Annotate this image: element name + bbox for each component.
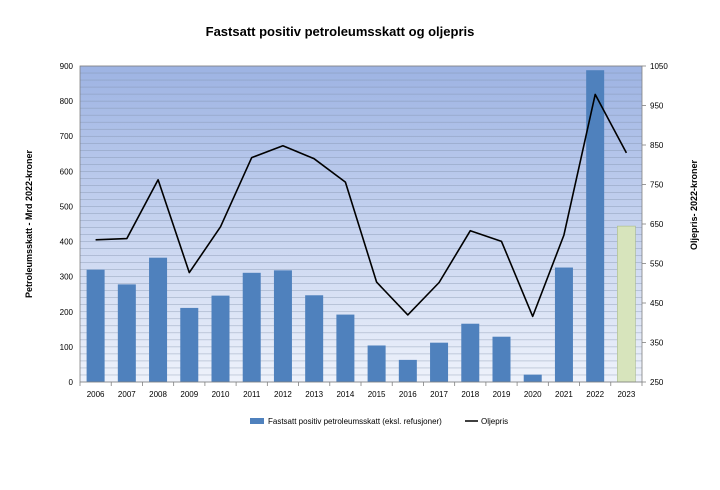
bar-2010: [211, 295, 230, 382]
right-axis-label: Oljepris- 2022-kroner: [689, 159, 699, 250]
bar-2018: [461, 323, 480, 382]
legend: Fastsatt positiv petroleumsskatt (eksl. …: [250, 417, 508, 426]
bar-2016: [398, 359, 417, 382]
left-tick-label: 100: [60, 343, 74, 352]
left-tick-label: 0: [69, 378, 74, 387]
x-tick-label: 2021: [555, 390, 573, 399]
left-tick-label: 300: [60, 273, 74, 282]
bar-2021: [554, 267, 573, 382]
x-tick-label: 2006: [87, 390, 105, 399]
left-tick-label: 500: [60, 202, 74, 211]
legend-label-bar: Fastsatt positiv petroleumsskatt (eksl. …: [268, 417, 442, 426]
left-tick-label: 800: [60, 97, 74, 106]
x-tick-label: 2017: [430, 390, 448, 399]
x-tick-label: 2011: [243, 390, 261, 399]
bar-2022: [586, 70, 605, 383]
left-tick-label: 600: [60, 167, 74, 176]
x-tick-label: 2014: [336, 390, 354, 399]
x-tick-label: 2019: [493, 390, 511, 399]
legend-label-line: Oljepris: [481, 417, 508, 426]
right-tick-label: 350: [650, 339, 664, 348]
left-axis-ticks: 0 100 200 300 400 500 600 700 800 900: [60, 62, 74, 387]
x-tick-label: 2018: [461, 390, 479, 399]
chart-title: Fastsatt positiv petroleumsskatt og olje…: [206, 24, 475, 39]
x-tick-label: 2009: [180, 390, 198, 399]
right-tick-label: 450: [650, 299, 664, 308]
right-tick-label: 250: [650, 378, 664, 387]
left-axis-label: Petroleumsskatt - Mrd 2022-kroner: [24, 149, 34, 298]
right-tick-label: 550: [650, 260, 664, 269]
left-tick-label: 900: [60, 62, 74, 71]
left-tick-label: 200: [60, 308, 74, 317]
bar-2013: [305, 295, 324, 382]
x-tick-label: 2016: [399, 390, 417, 399]
legend-swatch-bar: [250, 418, 264, 424]
bar-2015: [367, 345, 386, 382]
x-tick-label: 2010: [212, 390, 230, 399]
x-tick-label: 2012: [274, 390, 292, 399]
x-tick-label: 2007: [118, 390, 136, 399]
line-series: [95, 93, 628, 318]
right-tick-label: 1050: [650, 62, 668, 71]
bar-2008: [149, 257, 168, 382]
x-axis-ticks: 2006 2007 2008 2009 2010 2011 2012 2013 2014 2015…: [79, 382, 643, 399]
x-tick-label: 2008: [149, 390, 167, 399]
bar-2023: [617, 225, 636, 383]
bar-2009: [180, 307, 199, 382]
bar-2017: [430, 342, 449, 382]
left-tick-label: 400: [60, 238, 74, 247]
x-tick-label: 2022: [586, 390, 604, 399]
x-tick-label: 2023: [617, 390, 635, 399]
bar-2019: [492, 336, 511, 382]
right-axis-ticks: 250 350 450 550 650 750 850 950 1050: [642, 62, 668, 387]
oljepris-line: [95, 93, 628, 318]
bar-2007: [117, 284, 136, 382]
x-tick-label: 2015: [368, 390, 386, 399]
right-tick-label: 750: [650, 181, 664, 190]
bar-series: [86, 70, 636, 383]
x-tick-label: 2013: [305, 390, 323, 399]
bar-2012: [273, 270, 292, 382]
bar-2020: [523, 374, 542, 382]
right-tick-label: 850: [650, 141, 664, 150]
bar-2006: [86, 269, 105, 382]
right-tick-label: 650: [650, 220, 664, 229]
bar-2011: [242, 272, 261, 382]
bar-2014: [336, 314, 355, 382]
left-tick-label: 700: [60, 132, 74, 141]
x-tick-label: 2020: [524, 390, 542, 399]
right-tick-label: 950: [650, 102, 664, 111]
